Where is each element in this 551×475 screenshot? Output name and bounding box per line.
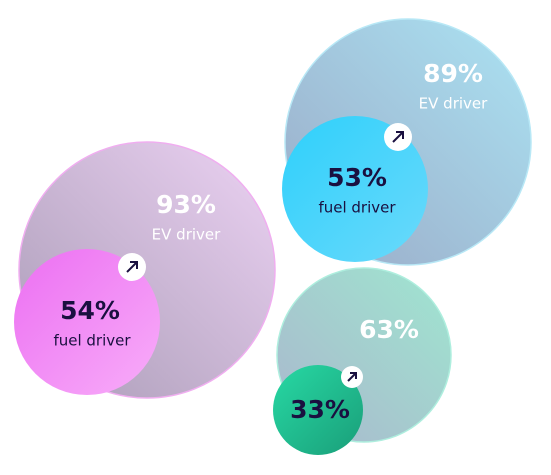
small-value: 33% [290, 395, 350, 424]
small-bubble [273, 365, 363, 455]
small-bubble [282, 116, 428, 262]
arrow-badge [384, 123, 412, 151]
big-value: 93% [156, 190, 216, 219]
big-label: EV driver [152, 226, 221, 244]
small-bubble [14, 249, 160, 395]
arrow-badge [341, 366, 363, 388]
small-label: fuel driver [53, 332, 131, 350]
bubble-group: 93% EV driver 54% fuel driver [14, 141, 276, 399]
big-value: 63% [359, 315, 419, 344]
bubble-group: 89% EV driver 53% fuel driver [282, 18, 532, 266]
small-value: 53% [327, 163, 387, 192]
big-value: 89% [423, 59, 483, 88]
big-label: EV driver [419, 95, 488, 113]
small-value: 54% [60, 296, 120, 325]
small-label: fuel driver [318, 199, 396, 217]
bubble-group: 63% 33% [273, 267, 452, 455]
arrow-badge [118, 253, 146, 281]
